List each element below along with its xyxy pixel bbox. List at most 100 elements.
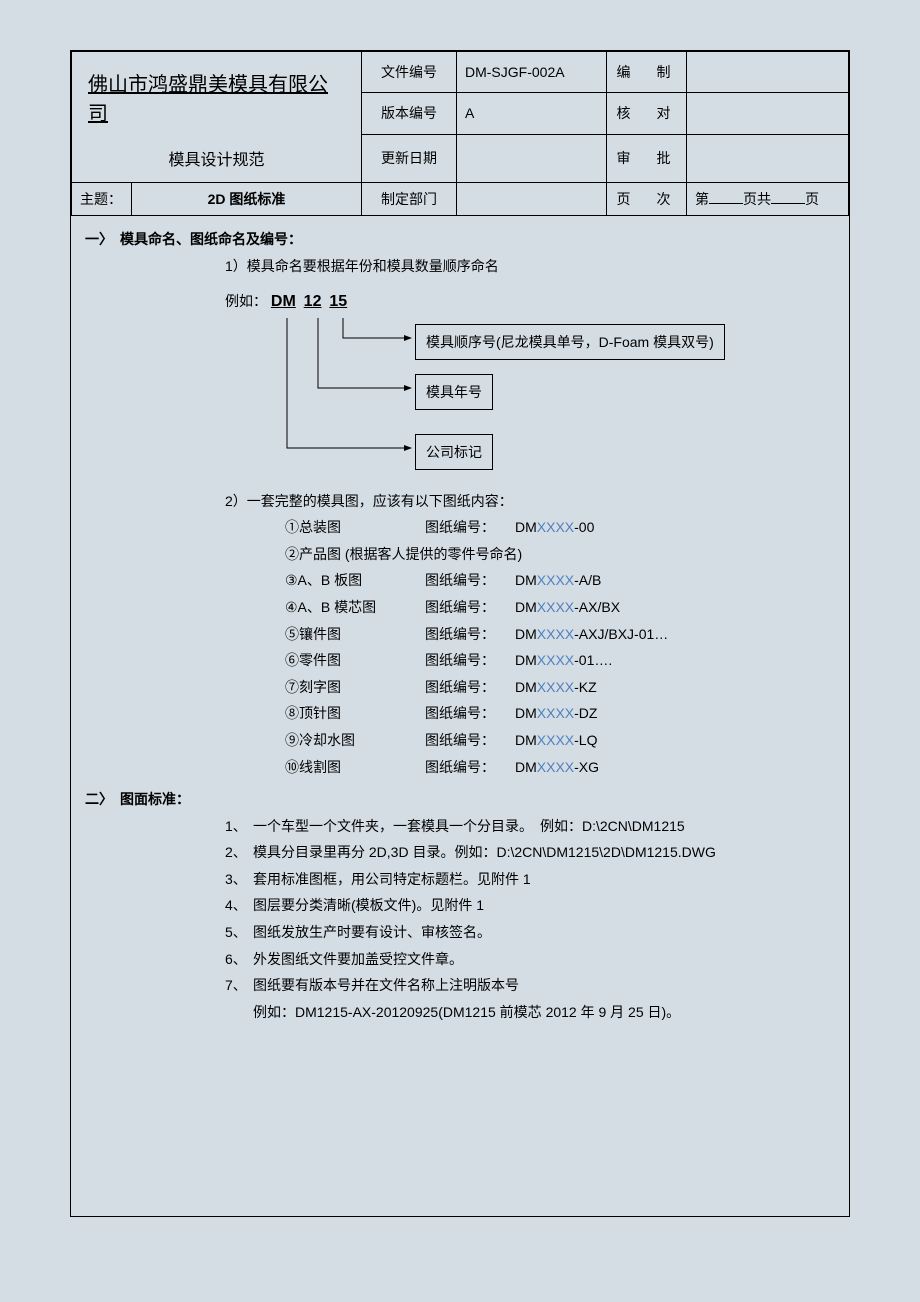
drawing-row: ⑩线割图图纸编号：DMXXXX-XG: [285, 754, 835, 781]
standard-item-number: 5、: [225, 919, 253, 946]
topic-label: 主题：: [72, 183, 132, 216]
drawing-label: 图纸编号：: [425, 727, 515, 754]
drawing-row: ②产品图 (根据客人提供的零件号命名): [285, 541, 835, 568]
standard-item-number: 7、: [225, 972, 253, 999]
diagram-box-company: 公司标记: [415, 434, 493, 471]
drawing-name: ⑤镶件图: [285, 621, 425, 648]
drawing-label: 图纸编号：: [425, 514, 515, 541]
header-table: 佛山市鸿盛鼎美模具有限公司 文件编号 DM-SJGF-002A 编 制 版本编号…: [71, 51, 849, 216]
hdr-r2c4: [687, 93, 849, 134]
standard-item-text: 外发图纸文件要加盖受控文件章。: [253, 946, 835, 973]
standard-item: 2、模具分目录里再分 2D,3D 目录。例如：D:\2CN\DM1215\2D\…: [225, 839, 835, 866]
ex-part-a: DM: [271, 293, 296, 310]
standard-item: 4、图层要分类清晰(模板文件)。见附件 1: [225, 892, 835, 919]
drawing-code: DMXXXX-00: [515, 514, 594, 541]
hdr-r3c4: [687, 134, 849, 183]
drawing-name: ⑨冷却水图: [285, 727, 425, 754]
page-number-cell: 第 页共 页: [687, 183, 849, 216]
hdr-r1c1: 文件编号: [362, 52, 457, 93]
drawing-row: ⑥零件图图纸编号：DMXXXX-01….: [285, 647, 835, 674]
drawing-name: ⑦刻字图: [285, 674, 425, 701]
drawing-code: DMXXXX-DZ: [515, 700, 597, 727]
ex-part-b: 12: [304, 293, 322, 310]
company-name: 佛山市鸿盛鼎美模具有限公司: [80, 58, 353, 128]
page-prefix: 第: [695, 191, 709, 207]
drawing-row: ⑧顶针图图纸编号：DMXXXX-DZ: [285, 700, 835, 727]
drawing-label: 图纸编号：: [425, 754, 515, 781]
hdr-r3c1: 更新日期: [362, 134, 457, 183]
drawing-label: 图纸编号：: [425, 594, 515, 621]
drawing-code: DMXXXX-AX/BX: [515, 594, 620, 621]
standard-item: 3、套用标准图框，用公司特定标题栏。见附件 1: [225, 866, 835, 893]
standards-list: 1、一个车型一个文件夹，一套模具一个分目录。 例如：D:\2CN\DM12152…: [225, 813, 835, 999]
drawing-list: ①总装图图纸编号：DMXXXX-00②产品图 (根据客人提供的零件号命名)③A、…: [285, 514, 835, 780]
standard-item-text: 模具分目录里再分 2D,3D 目录。例如：D:\2CN\DM1215\2D\DM…: [253, 839, 835, 866]
drawing-label: 图纸编号：: [425, 674, 515, 701]
topic-value: 2D 图纸标准: [132, 183, 362, 216]
ex-part-c: 15: [329, 293, 347, 310]
drawing-name: ⑩线割图: [285, 754, 425, 781]
drawing-code: DMXXXX-XG: [515, 754, 599, 781]
content-area: 一〉 模具命名、图纸命名及编号： 1）模具命名要根据年份和模具数量顺序命名 例如…: [71, 216, 849, 1216]
drawing-label: 图纸编号：: [425, 567, 515, 594]
example-line: 例如： DM 12 15: [225, 287, 835, 317]
hdr-r4c1: 制定部门: [362, 183, 457, 216]
drawing-name: ③A、B 板图: [285, 567, 425, 594]
diagram-box-sequence: 模具顺序号(尼龙模具单号，D-Foam 模具双号): [415, 324, 725, 361]
example-label: 例如：: [225, 293, 267, 309]
standard-item-number: 1、: [225, 813, 253, 840]
drawing-row: ⑦刻字图图纸编号：DMXXXX-KZ: [285, 674, 835, 701]
hdr-r2c2: A: [457, 93, 607, 134]
drawing-name: ②产品图 (根据客人提供的零件号命名): [285, 541, 522, 568]
standard-item-text: 图纸发放生产时要有设计、审核签名。: [253, 919, 835, 946]
standard-item: 6、外发图纸文件要加盖受控文件章。: [225, 946, 835, 973]
standard-item-number: 6、: [225, 946, 253, 973]
section-1-heading: 一〉 模具命名、图纸命名及编号：: [85, 226, 835, 253]
standard-item: 7、图纸要有版本号并在文件名称上注明版本号: [225, 972, 835, 999]
drawing-code: DMXXXX-LQ: [515, 727, 597, 754]
page-mid: 页共: [743, 191, 771, 207]
drawing-code: DMXXXX-KZ: [515, 674, 597, 701]
standard-item-text: 图层要分类清晰(模板文件)。见附件 1: [253, 892, 835, 919]
hdr-r1c3: 编 制: [607, 52, 687, 93]
naming-diagram: 模具顺序号(尼龙模具单号，D-Foam 模具双号) 模具年号 公司标记: [225, 318, 835, 488]
drawing-row: ⑤镶件图图纸编号：DMXXXX-AXJ/BXJ-01…: [285, 621, 835, 648]
page-suffix: 页: [805, 191, 819, 207]
drawing-label: 图纸编号：: [425, 647, 515, 674]
drawing-name: ⑧顶针图: [285, 700, 425, 727]
drawing-label: 图纸编号：: [425, 700, 515, 727]
standard-item-text: 套用标准图框，用公司特定标题栏。见附件 1: [253, 866, 835, 893]
drawing-name: ①总装图: [285, 514, 425, 541]
document-frame: 佛山市鸿盛鼎美模具有限公司 文件编号 DM-SJGF-002A 编 制 版本编号…: [70, 50, 850, 1217]
page-blank-1: [709, 190, 743, 204]
sec2-sub-example: 例如：DM1215-AX-20120925(DM1215 前模芯 2012 年 …: [253, 999, 835, 1026]
diagram-box-year: 模具年号: [415, 374, 493, 411]
sec1-p2: 2）一套完整的模具图，应该有以下图纸内容：: [225, 488, 835, 515]
hdr-r4c2: [457, 183, 607, 216]
hdr-r1c4: [687, 52, 849, 93]
hdr-r2c3: 核 对: [607, 93, 687, 134]
drawing-row: ③A、B 板图图纸编号：DMXXXX-A/B: [285, 567, 835, 594]
drawing-code: DMXXXX-01….: [515, 647, 612, 674]
drawing-code: DMXXXX-A/B: [515, 567, 601, 594]
drawing-row: ⑨冷却水图图纸编号：DMXXXX-LQ: [285, 727, 835, 754]
hdr-r4c3: 页 次: [607, 183, 687, 216]
standard-item-text: 一个车型一个文件夹，一套模具一个分目录。 例如：D:\2CN\DM1215: [253, 813, 835, 840]
sec1-p1: 1）模具命名要根据年份和模具数量顺序命名: [225, 253, 835, 280]
standard-item-number: 3、: [225, 866, 253, 893]
section-2-heading: 二〉 图面标准：: [85, 786, 835, 813]
standard-item-text: 图纸要有版本号并在文件名称上注明版本号: [253, 972, 835, 999]
drawing-label: 图纸编号：: [425, 621, 515, 648]
standard-item: 1、一个车型一个文件夹，一套模具一个分目录。 例如：D:\2CN\DM1215: [225, 813, 835, 840]
drawing-row: ①总装图图纸编号：DMXXXX-00: [285, 514, 835, 541]
hdr-r1c2: DM-SJGF-002A: [457, 52, 607, 93]
standard-item: 5、图纸发放生产时要有设计、审核签名。: [225, 919, 835, 946]
drawing-code: DMXXXX-AXJ/BXJ-01…: [515, 621, 668, 648]
hdr-r3c2: [457, 134, 607, 183]
page-blank-2: [771, 190, 805, 204]
hdr-r2c1: 版本编号: [362, 93, 457, 134]
hdr-r3c3: 审 批: [607, 134, 687, 183]
standard-item-number: 2、: [225, 839, 253, 866]
drawing-row: ④A、B 模芯图图纸编号：DMXXXX-AX/BX: [285, 594, 835, 621]
doc-subtitle: 模具设计规范: [80, 140, 353, 176]
